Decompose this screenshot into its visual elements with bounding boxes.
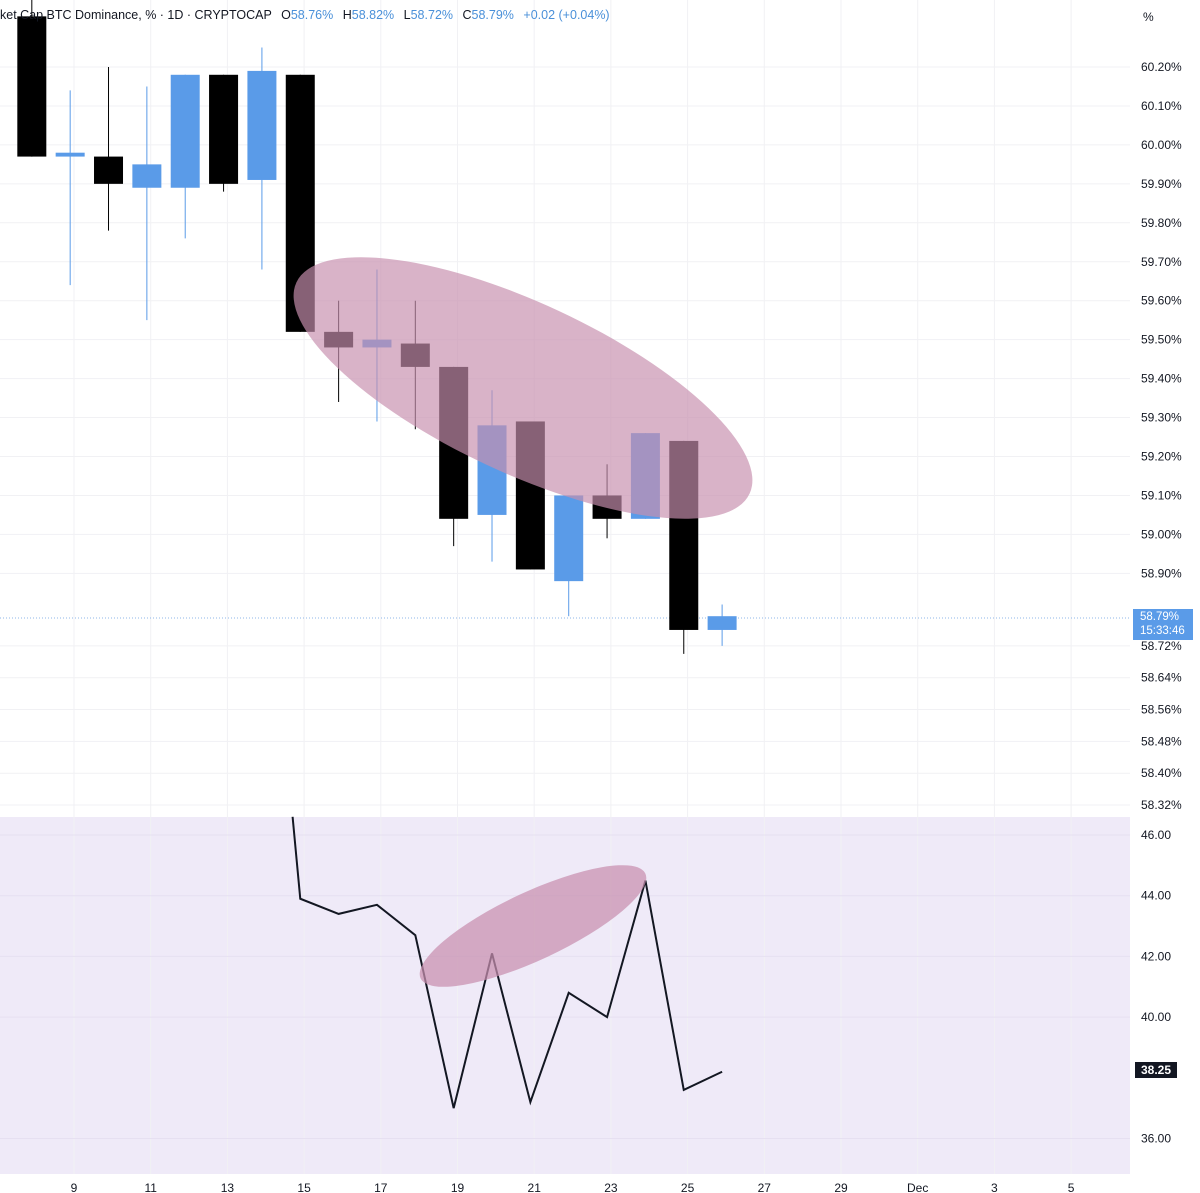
price-axis-label: 59.80% (1141, 216, 1182, 230)
scale-unit-label[interactable]: % (1143, 10, 1154, 24)
rsi-axis-label: 36.00 (1141, 1132, 1171, 1146)
candle-body (707, 616, 737, 630)
close-value: 58.79% (471, 8, 514, 22)
price-axis-label: 59.70% (1141, 255, 1182, 269)
candle-body (554, 495, 584, 582)
time-axis-label: 3 (991, 1181, 998, 1193)
price-axis-label: 59.00% (1141, 527, 1182, 541)
price-axis-labels: 60.20% 60.10% 60.00% 59.90% 59.80% 59.70% 59.6… (1141, 60, 1182, 812)
rsi-axis-label: 46.00 (1141, 828, 1171, 842)
bar-countdown: 15:33:46 (1140, 625, 1185, 637)
low-label: L (403, 8, 411, 22)
rsi-axis-labels: 46.00 44.00 42.00 40.00 36.00 (1141, 828, 1171, 1146)
high-value: 58.82% (351, 8, 395, 22)
price-axis-label: 59.10% (1141, 488, 1182, 502)
price-axis-label: 59.90% (1141, 177, 1182, 191)
rsi-axis-label: 42.00 (1141, 949, 1171, 963)
price-axis-label: 58.48% (1141, 734, 1182, 748)
vertical-gridlines (73, 0, 1072, 1174)
price-axis-label: 60.20% (1141, 60, 1182, 74)
candle (707, 604, 737, 646)
price-axis-label: 59.40% (1141, 372, 1182, 386)
candle-body (132, 164, 162, 188)
time-axis-label: 21 (528, 1181, 542, 1193)
time-axis-label: 9 (71, 1181, 78, 1193)
candle (209, 74, 239, 192)
rsi-axis-label: 40.00 (1141, 1010, 1171, 1024)
highlight-ellipse-price (293, 257, 753, 519)
candle (55, 90, 85, 286)
time-axis-label: 13 (221, 1181, 235, 1193)
close-label: C (462, 8, 472, 22)
candle (170, 74, 200, 239)
price-axis-label: 58.64% (1141, 671, 1182, 685)
time-axis-label: 25 (681, 1181, 695, 1193)
time-axis-label: 27 (758, 1181, 772, 1193)
time-axis-label: 5 (1068, 1181, 1075, 1193)
price-axis-label: 59.30% (1141, 411, 1182, 425)
candle (94, 67, 124, 231)
price-axis-label: 58.72% (1141, 639, 1182, 653)
candle (247, 47, 277, 270)
price-axis-label: 59.60% (1141, 294, 1182, 308)
time-axis-label: 23 (604, 1181, 618, 1193)
price-axis-label: 58.40% (1141, 766, 1182, 780)
price-axis-label: 60.00% (1141, 138, 1182, 152)
candle-body (94, 156, 124, 184)
open-label: O (281, 8, 291, 22)
change-value: +0.02 (+0.04%) (523, 8, 610, 22)
time-axis-label: 11 (144, 1181, 157, 1193)
candle-body (55, 152, 85, 157)
last-price-badge: 58.79% 15:33:46 (1133, 609, 1193, 640)
candle-body (247, 70, 277, 180)
candle (554, 495, 584, 617)
price-axis-label: 58.56% (1141, 703, 1182, 717)
last-price-value: 58.79% (1140, 611, 1180, 623)
high-label: H (342, 8, 352, 22)
price-axis-label: 59.20% (1141, 450, 1182, 464)
time-axis-label: 29 (834, 1181, 848, 1193)
candle (132, 86, 162, 321)
price-axis-label: 59.50% (1141, 333, 1182, 347)
symbol-title[interactable]: ket Cap BTC Dominance, % · 1D · CRYPTOCA… (0, 8, 272, 22)
rsi-pane-background (0, 817, 1130, 1174)
rsi-axis-label: 44.00 (1141, 889, 1171, 903)
time-axis-label: 19 (451, 1181, 465, 1193)
time-axis-label: 17 (374, 1181, 388, 1193)
candle-body (170, 74, 200, 188)
time-axis-labels: 9 11 13 15 17 19 21 23 25 27 29 Dec 3 5 (71, 1181, 1075, 1193)
price-axis-label: 58.90% (1141, 566, 1182, 580)
candle-body (17, 16, 47, 157)
highlight-ellipse-rsi (419, 865, 647, 987)
candle (17, 0, 47, 157)
rsi-value-badge: 38.25 (1135, 1062, 1177, 1078)
price-axis-label: 58.32% (1141, 798, 1182, 812)
time-axis-label: 15 (297, 1181, 311, 1193)
low-value: 58.72% (410, 8, 454, 22)
chart-legend: ket Cap BTC Dominance, % · 1D · CRYPTOCA… (0, 8, 610, 22)
candle-body (209, 74, 239, 184)
price-axis-label: 60.10% (1141, 99, 1182, 113)
open-value: 58.76% (290, 8, 334, 22)
time-axis-label: Dec (907, 1181, 928, 1193)
